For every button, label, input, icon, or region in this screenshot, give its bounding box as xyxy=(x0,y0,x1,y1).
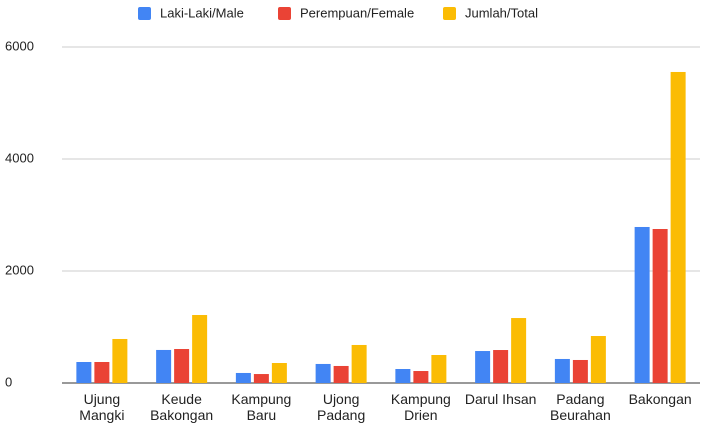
bar xyxy=(315,363,331,383)
legend-label: Laki-Laki/Male xyxy=(160,5,244,20)
x-tick-label: Keude Bakongan xyxy=(150,391,214,423)
legend-label: Perempuan/Female xyxy=(300,5,414,20)
bar xyxy=(253,374,269,383)
bar xyxy=(652,229,668,383)
bar xyxy=(174,349,190,383)
x-tick-label: Bakongan xyxy=(628,391,692,407)
x-tick-label: Kampung Drien xyxy=(390,391,451,423)
bar xyxy=(475,351,491,383)
legend-swatch xyxy=(138,7,151,20)
bar xyxy=(493,350,509,383)
bar xyxy=(351,344,367,383)
x-tick-label: Kampung Baru xyxy=(231,391,292,423)
bar xyxy=(333,365,349,383)
x-tick-label: Ujong Padang xyxy=(316,391,366,423)
y-tick-label: 6000 xyxy=(5,38,34,53)
bar xyxy=(235,372,251,383)
bar xyxy=(112,338,128,383)
x-tick-label: Darul Ihsan xyxy=(464,391,537,407)
bar xyxy=(511,318,527,383)
legend-label: Jumlah/Total xyxy=(465,5,538,20)
bar xyxy=(572,359,588,383)
bar xyxy=(413,371,429,383)
bar xyxy=(271,363,287,383)
bar xyxy=(670,71,686,383)
bar xyxy=(156,349,172,383)
y-tick-label: 4000 xyxy=(5,150,34,165)
x-tick-label: Padang Beurahan xyxy=(550,391,611,423)
legend-swatch xyxy=(443,7,456,20)
x-tick-label: Ujung Mangki xyxy=(79,391,125,423)
bar xyxy=(634,226,650,383)
bar xyxy=(192,315,208,383)
bar xyxy=(590,336,606,383)
bar xyxy=(395,369,411,383)
bar xyxy=(76,362,92,383)
y-tick-label: 2000 xyxy=(5,262,34,277)
bar xyxy=(431,355,447,383)
bar xyxy=(94,362,110,383)
legend-swatch xyxy=(278,7,291,20)
y-tick-label: 0 xyxy=(5,374,12,389)
bar xyxy=(554,358,570,383)
